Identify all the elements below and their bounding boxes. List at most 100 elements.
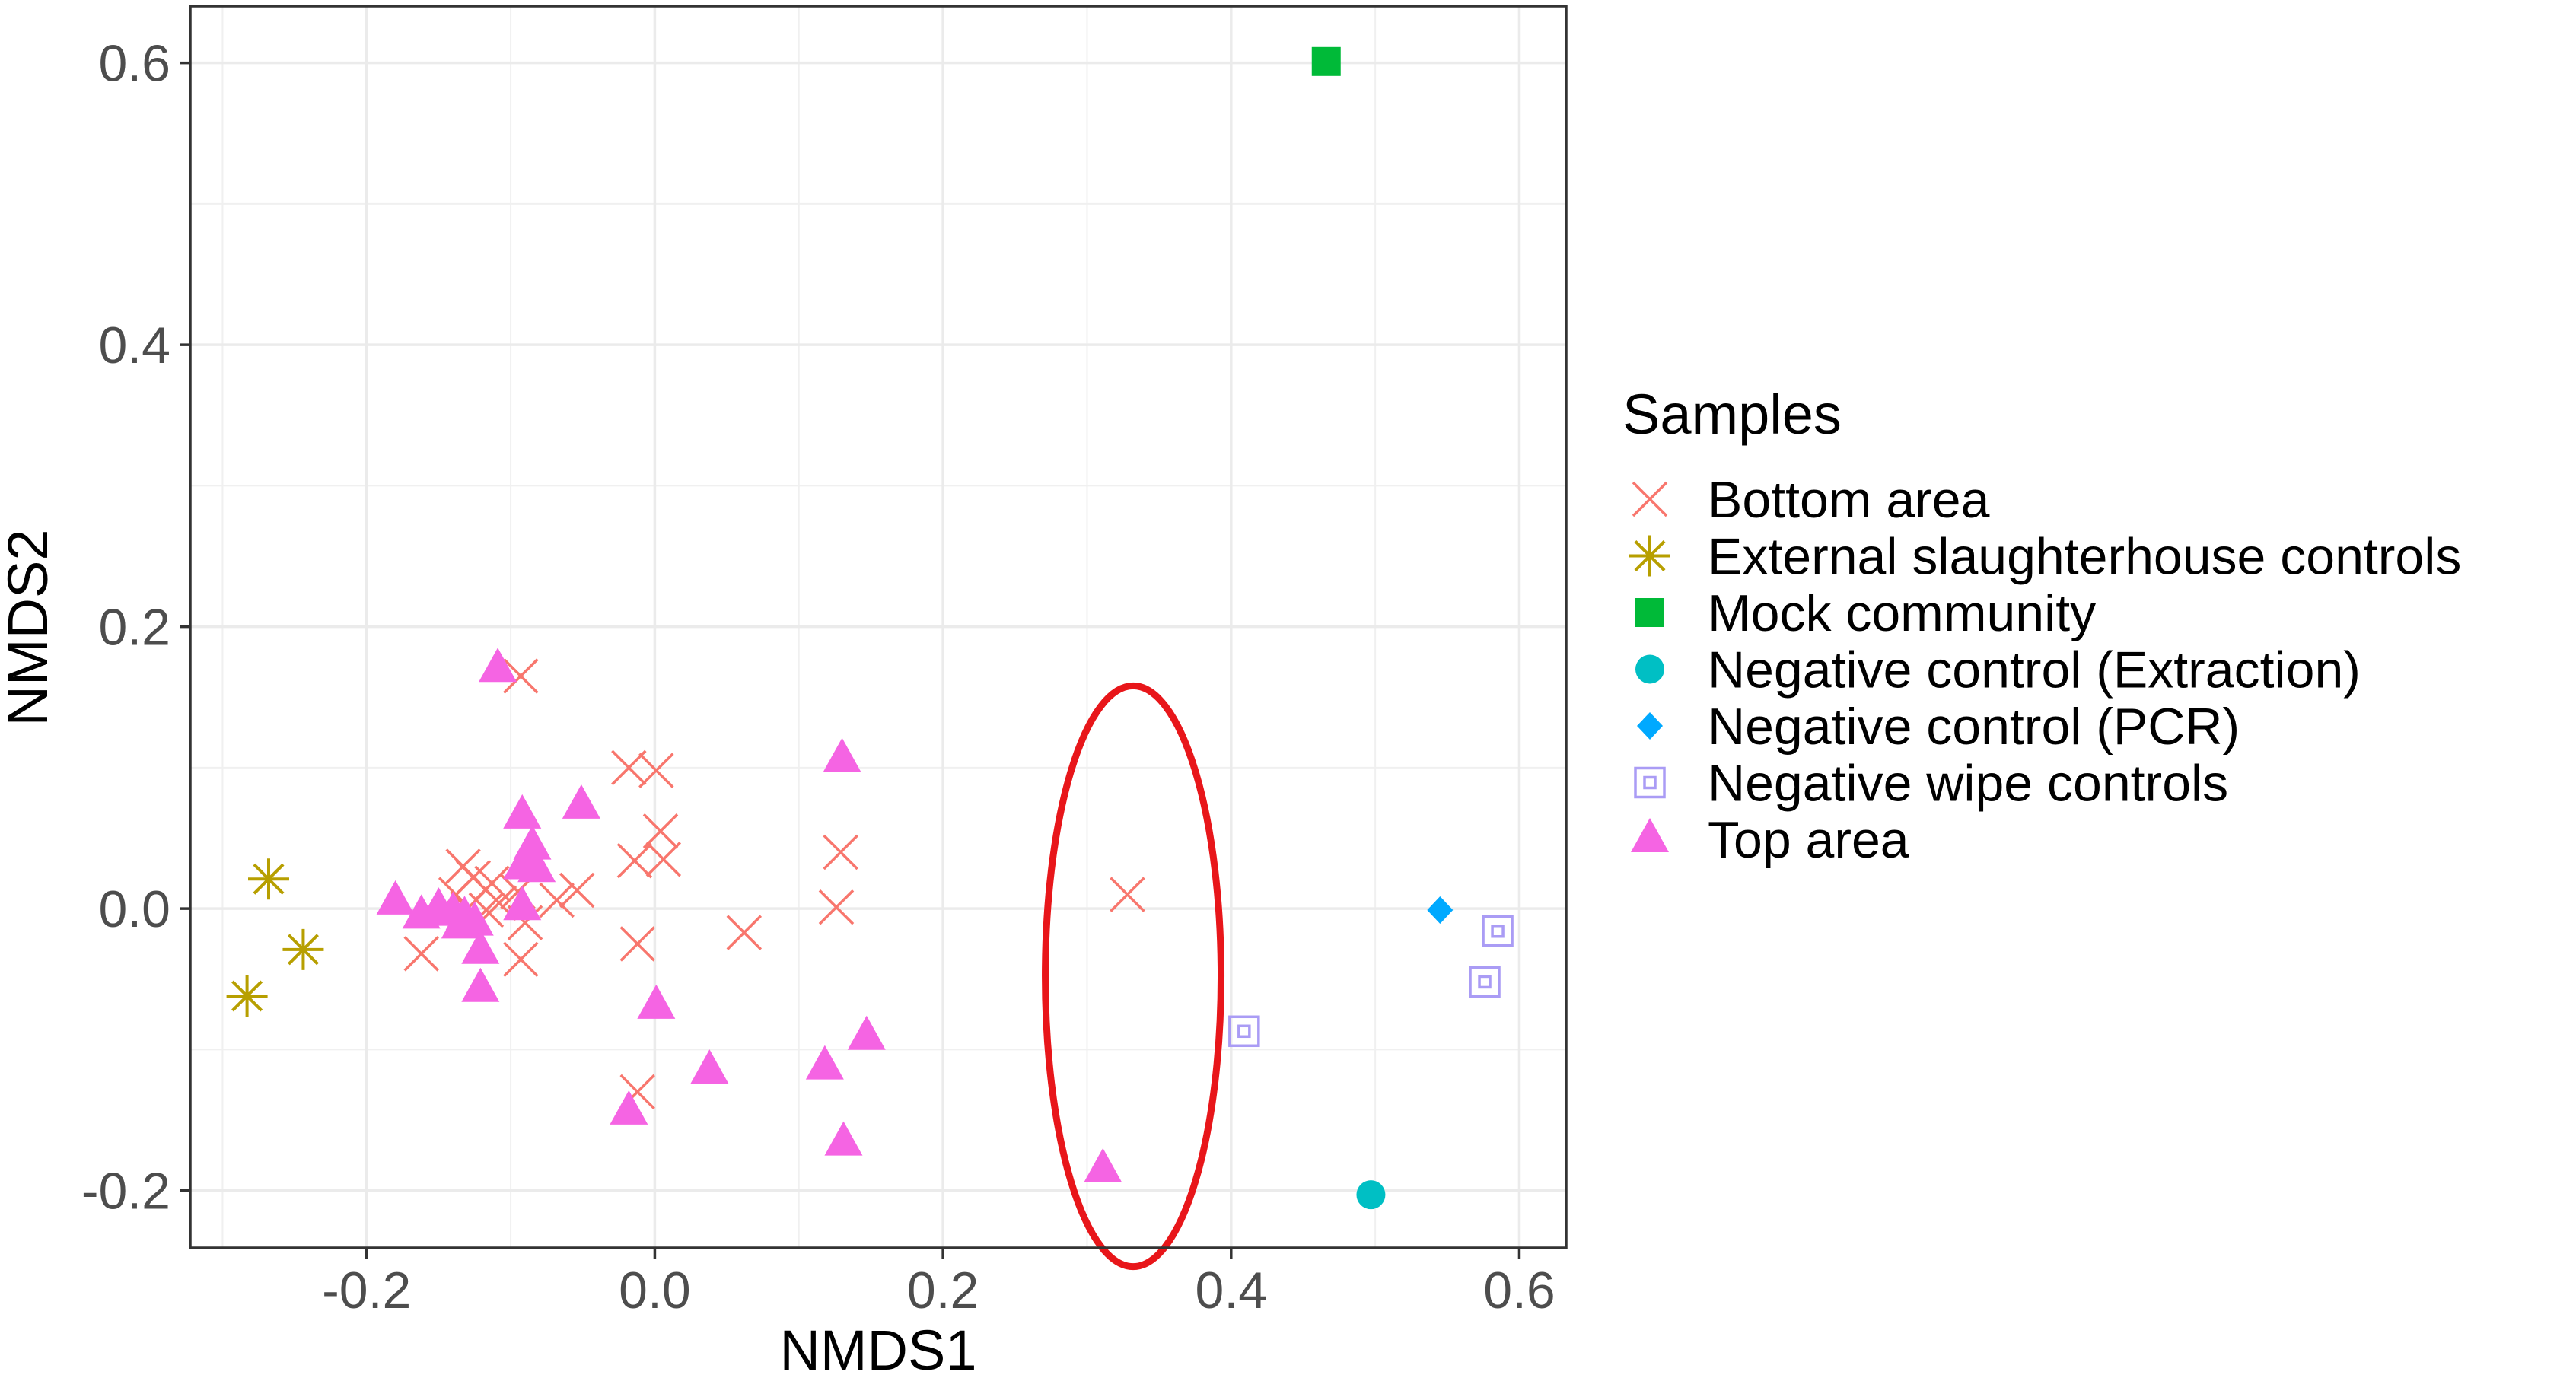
point-triangle — [376, 880, 415, 915]
point-triangle — [562, 784, 600, 819]
marker-triangle — [441, 904, 479, 939]
marker-square — [1635, 598, 1664, 627]
point-cross — [619, 926, 655, 962]
marker-cross — [726, 915, 763, 950]
point-cross — [611, 749, 647, 786]
legend-label: Bottom area — [1708, 471, 1990, 529]
marker-box-outer — [1228, 1015, 1260, 1048]
x-tick-label: 0.0 — [619, 1262, 691, 1319]
marker-box-outer — [1469, 966, 1501, 998]
marker-cross — [503, 941, 539, 978]
marker-box-inner — [1491, 925, 1505, 938]
marker-cross — [642, 813, 679, 849]
point-triangle — [441, 904, 479, 939]
x-axis-title: NMDS1 — [779, 1319, 976, 1378]
marker-cross — [559, 872, 595, 909]
marker-triangle — [690, 1049, 729, 1084]
legend-label: Negative control (Extraction) — [1708, 641, 2361, 699]
point-triangle — [1084, 1147, 1122, 1182]
marker-asterisk — [1629, 535, 1670, 577]
point-cross — [638, 753, 674, 788]
point-triangle — [690, 1049, 729, 1084]
data-points — [226, 46, 1514, 1210]
legend-key-triangle — [1631, 818, 1669, 852]
marker-cross — [619, 926, 655, 962]
legend-label: External slaughterhouse controls — [1708, 528, 2461, 586]
marker-cross — [616, 842, 653, 879]
point-asterisk — [282, 928, 324, 970]
legend-item: Mock community — [1635, 584, 2096, 642]
point-cross — [823, 834, 858, 870]
legend-label: Mock community — [1708, 584, 2096, 642]
point-triangle — [479, 648, 517, 683]
point-triangle — [461, 967, 500, 1002]
y-tick-label: 0.0 — [98, 880, 170, 938]
marker-asterisk — [282, 928, 324, 970]
point-cross — [539, 882, 575, 918]
marker-triangle — [461, 967, 500, 1002]
point-triangle — [637, 984, 676, 1019]
point-cross — [559, 872, 595, 909]
marker-cross — [818, 889, 855, 925]
point-cross — [645, 842, 682, 877]
marker-triangle — [503, 794, 542, 829]
legend-label: Negative control (PCR) — [1708, 698, 2240, 756]
marker-triangle — [610, 1090, 648, 1125]
major-gridlines — [190, 6, 1566, 1248]
point-cross — [642, 813, 679, 849]
point-triangle — [847, 1015, 886, 1050]
legend-key-circle — [1635, 654, 1664, 684]
marker-triangle — [479, 648, 517, 683]
x-tick-label: 0.4 — [1196, 1262, 1268, 1319]
point-cross — [726, 915, 763, 950]
marker-circle — [1635, 654, 1664, 684]
annotations — [1042, 682, 1225, 1271]
legend-item: Negative control (PCR) — [1637, 698, 2240, 756]
legend-key-boxed-square — [1634, 766, 1666, 799]
point-boxed-square — [1482, 915, 1514, 947]
marker-box-outer — [1634, 766, 1666, 799]
point-triangle — [610, 1090, 648, 1125]
legend-title: Samples — [1622, 383, 1842, 446]
marker-triangle — [1631, 818, 1669, 852]
point-triangle — [823, 737, 861, 772]
marker-cross — [403, 936, 439, 972]
point-cross — [1110, 877, 1145, 912]
marker-triangle — [823, 737, 861, 772]
legend-item: External slaughterhouse controls — [1629, 528, 2461, 586]
point-cross — [503, 658, 539, 694]
legend-item: Bottom area — [1632, 471, 1990, 529]
marker-triangle — [503, 886, 542, 921]
point-triangle — [824, 1121, 863, 1156]
marker-triangle — [562, 784, 600, 819]
x-tick-label: -0.2 — [322, 1262, 411, 1319]
legend-label: Negative wipe controls — [1708, 755, 2228, 813]
marker-asterisk — [226, 975, 268, 1017]
legend-item: Negative wipe controls — [1634, 755, 2228, 813]
x-tick-label: 0.6 — [1483, 1262, 1555, 1319]
marker-triangle — [517, 848, 556, 883]
marker-triangle — [637, 984, 676, 1019]
marker-cross — [503, 658, 539, 694]
marker-cross — [1110, 877, 1145, 912]
point-triangle — [461, 929, 500, 964]
marker-asterisk — [248, 858, 290, 900]
point-cross — [503, 941, 539, 978]
highlight-ellipse — [1042, 682, 1225, 1271]
y-axis: -0.2 0.0 0.2 0.4 0.6 — [81, 35, 190, 1220]
y-tick-label: -0.2 — [81, 1163, 170, 1220]
marker-cross — [539, 882, 575, 918]
marker-triangle — [805, 1045, 844, 1080]
y-tick-label: 0.2 — [98, 599, 170, 657]
point-circle — [1356, 1180, 1386, 1210]
y-axis-title: NMDS2 — [0, 529, 59, 726]
point-asterisk — [248, 858, 290, 900]
point-triangle — [503, 886, 542, 921]
marker-box-inner — [1478, 975, 1492, 989]
y-tick-label: 0.6 — [98, 35, 170, 93]
legend-key-diamond — [1637, 712, 1663, 740]
point-triangle — [805, 1045, 844, 1080]
